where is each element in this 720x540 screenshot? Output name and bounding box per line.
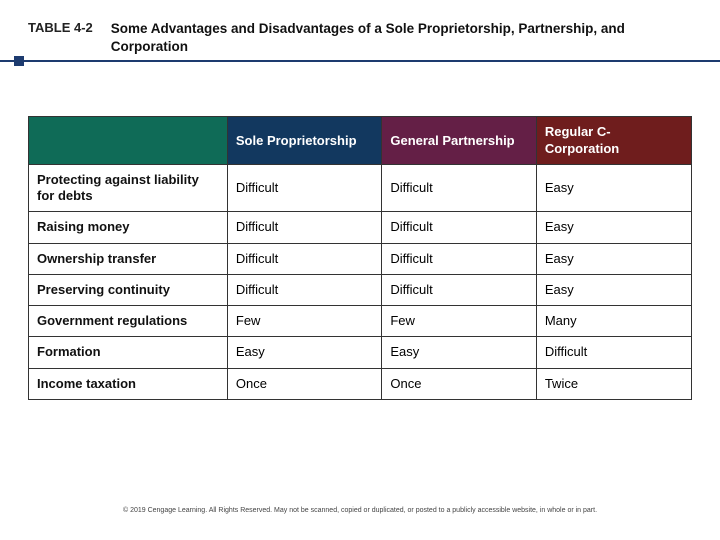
table-row: Protecting against liability for debtsDi…	[29, 164, 692, 212]
table-cell: Easy	[382, 337, 536, 368]
table-cell: Difficult	[227, 243, 381, 274]
header-sole-proprietorship: Sole Proprietorship	[227, 117, 381, 165]
table-row: Preserving continuityDifficultDifficultE…	[29, 274, 692, 305]
table-cell: Easy	[536, 212, 691, 243]
header-general-partnership: General Partnership	[382, 117, 536, 165]
table-cell: Many	[536, 306, 691, 337]
table-header-row: Sole Proprietorship General Partnership …	[29, 117, 692, 165]
row-label: Raising money	[29, 212, 228, 243]
table-body: Protecting against liability for debtsDi…	[29, 164, 692, 399]
table-label: TABLE 4-2	[28, 20, 111, 37]
row-label: Preserving continuity	[29, 274, 228, 305]
row-label: Government regulations	[29, 306, 228, 337]
table-cell: Difficult	[382, 164, 536, 212]
table-cell: Difficult	[382, 212, 536, 243]
row-label: Ownership transfer	[29, 243, 228, 274]
table-row: Income taxationOnceOnceTwice	[29, 368, 692, 399]
table-cell: Difficult	[227, 164, 381, 212]
table-cell: Difficult	[382, 274, 536, 305]
table-cell: Easy	[536, 274, 691, 305]
copyright-footer: © 2019 Cengage Learning. All Rights Rese…	[0, 507, 720, 514]
table-cell: Few	[382, 306, 536, 337]
table-cell: Few	[227, 306, 381, 337]
table-cell: Once	[382, 368, 536, 399]
row-label: Protecting against liability for debts	[29, 164, 228, 212]
header-blank	[29, 117, 228, 165]
table-row: Ownership transferDifficultDifficultEasy	[29, 243, 692, 274]
title-row: TABLE 4-2 Some Advantages and Disadvanta…	[28, 20, 692, 56]
title-underline-wrap	[28, 60, 692, 74]
table-cell: Twice	[536, 368, 691, 399]
title-marker	[14, 56, 24, 66]
table-cell: Easy	[536, 164, 691, 212]
table-row: Raising moneyDifficultDifficultEasy	[29, 212, 692, 243]
row-label: Income taxation	[29, 368, 228, 399]
table-cell: Once	[227, 368, 381, 399]
table-row: Government regulationsFewFewMany	[29, 306, 692, 337]
comparison-table: Sole Proprietorship General Partnership …	[28, 116, 692, 400]
table-row: FormationEasyEasyDifficult	[29, 337, 692, 368]
table-cell: Difficult	[382, 243, 536, 274]
table-cell: Difficult	[536, 337, 691, 368]
row-label: Formation	[29, 337, 228, 368]
table-cell: Easy	[536, 243, 691, 274]
table-title: Some Advantages and Disadvantages of a S…	[111, 20, 692, 56]
title-underline	[0, 60, 720, 62]
table-cell: Difficult	[227, 212, 381, 243]
header-regular-c-corporation: Regular C-Corporation	[536, 117, 691, 165]
table-cell: Easy	[227, 337, 381, 368]
table-cell: Difficult	[227, 274, 381, 305]
